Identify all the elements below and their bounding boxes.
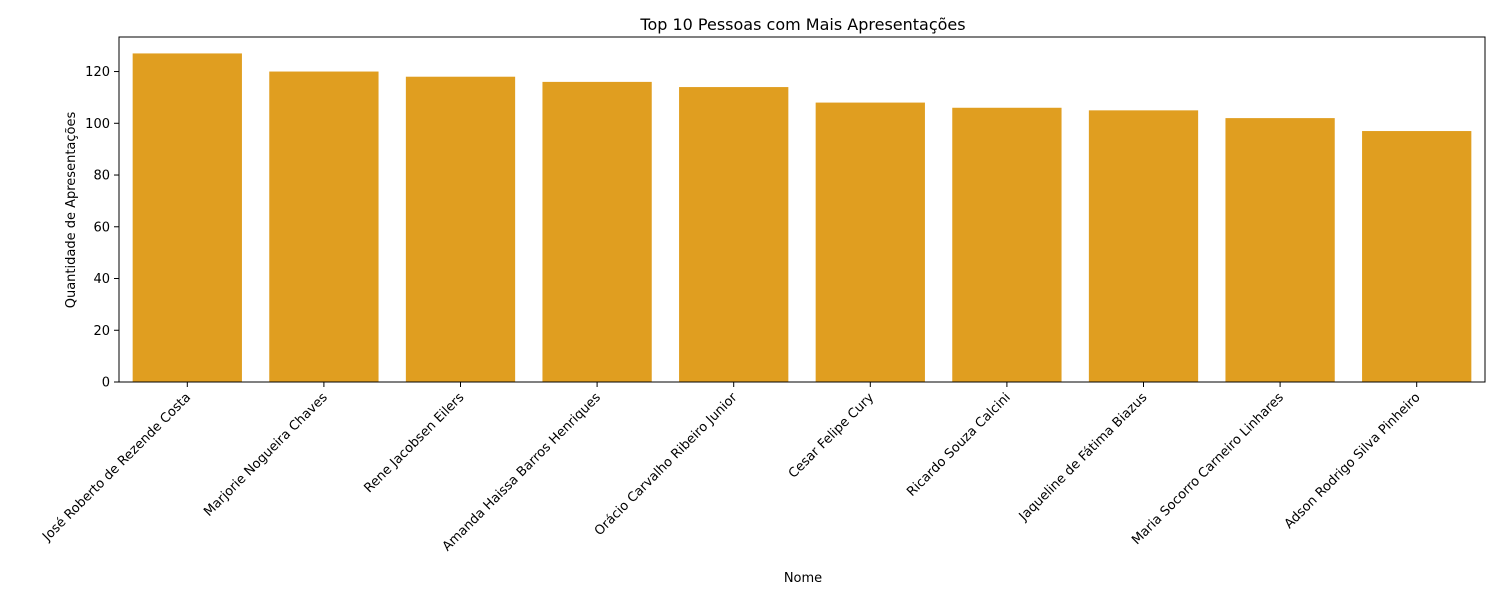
x-tick-label: José Roberto de Rezende Costa	[39, 390, 194, 545]
y-axis-title: Quantidade de Apresentações	[64, 112, 79, 309]
x-tick-label: Jaqueline de Fátima Biazus	[1016, 390, 1151, 525]
x-tick-label: Marjorie Nogueira Chaves	[201, 390, 331, 520]
bar-4	[542, 81, 652, 382]
bar-9	[1225, 118, 1335, 383]
x-tick-label: Orácio Carvalho Ribeiro Junior	[592, 390, 741, 539]
x-axis-title: Nome	[784, 571, 822, 586]
y-tick-label: 0	[102, 376, 110, 391]
bar-8	[1088, 110, 1199, 382]
chart-title: Top 10 Pessoas com Mais Apresentações	[639, 15, 965, 34]
x-tick-label: Rene Jacobsen Eilers	[361, 390, 467, 496]
bar-3	[405, 76, 516, 382]
y-axis: 0 20 40 60 80 100 120	[85, 65, 119, 391]
y-tick-label: 120	[85, 65, 110, 80]
bar-7	[952, 107, 1062, 382]
bar-1	[132, 53, 242, 383]
x-tick-label: Ricardo Souza Calcini	[904, 390, 1014, 500]
y-tick-label: 40	[93, 272, 110, 287]
x-tick-label: Cesar Felipe Cury	[786, 390, 877, 481]
bars-layer	[132, 53, 1472, 383]
bar-6	[815, 102, 925, 382]
y-tick-label: 20	[93, 324, 110, 339]
y-tick-label: 80	[93, 169, 110, 184]
bar-5	[679, 87, 789, 383]
x-tick-label: Maria Socorro Carneiro Linhares	[1129, 390, 1287, 548]
y-tick-label: 100	[85, 117, 110, 132]
x-axis: José Roberto de Rezende Costa Marjorie No…	[39, 382, 1424, 554]
bar-10	[1362, 131, 1472, 382]
y-tick-label: 60	[93, 220, 110, 235]
bar-2	[269, 71, 379, 382]
x-tick-label: Adson Rodrigo Silva Pinheiro	[1282, 390, 1424, 532]
plot-frame	[118, 36, 1486, 383]
x-tick-label: Amanda Haissa Barros Henriques	[440, 390, 604, 554]
